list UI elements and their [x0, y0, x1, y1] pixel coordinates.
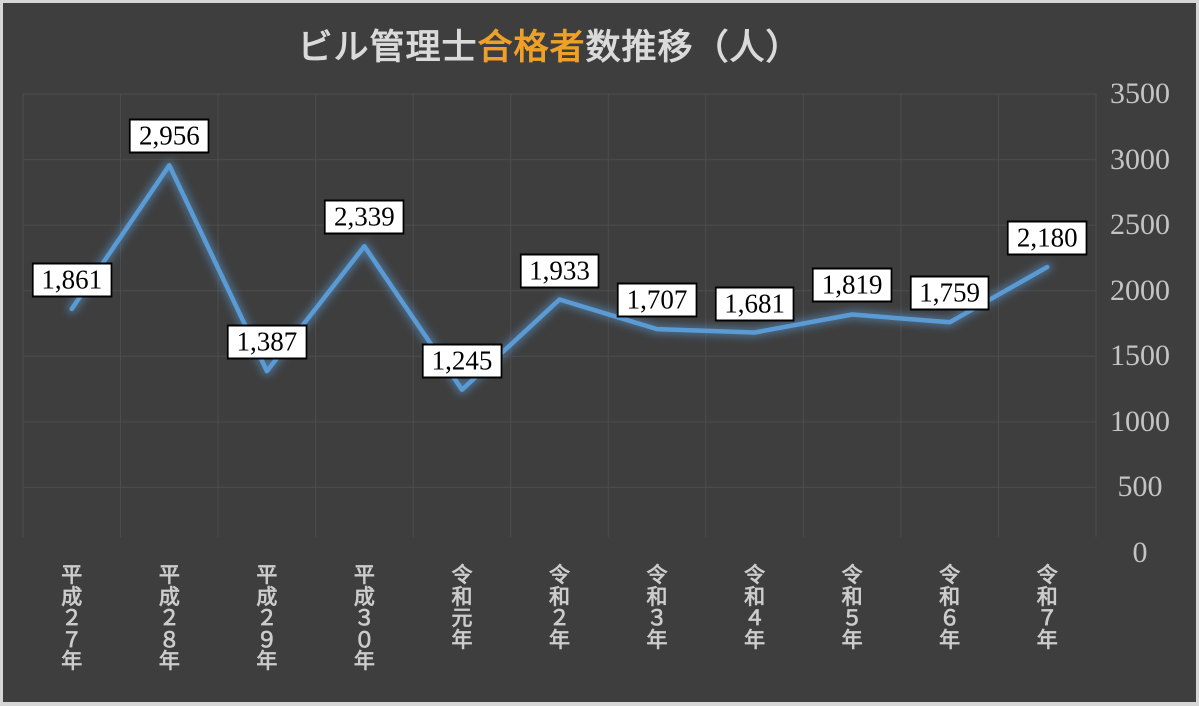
data-label: 1,933	[519, 253, 600, 288]
data-label: 1,819	[811, 267, 893, 303]
y-tick-label: 3500	[1110, 77, 1170, 110]
x-tick-label: 平 成 ２ ８ 年	[158, 564, 180, 673]
x-tick-label: 令 和 元 年	[451, 564, 473, 652]
chart-title-text-left: ビル管理士	[297, 28, 478, 67]
data-label: 2,180	[1006, 220, 1088, 256]
chart-title-text-right: 数推移（人）	[585, 28, 802, 67]
y-tick-label: 3000	[1110, 142, 1170, 176]
line-chart-canvas	[22, 93, 1097, 537]
data-label: 1,681	[714, 286, 795, 322]
y-tick-label: 1500	[1110, 339, 1170, 373]
gridlines	[22, 93, 1097, 537]
y-tick-label: 0	[1132, 536, 1148, 569]
data-label: 1,759	[909, 275, 991, 311]
data-label: 1,861	[31, 262, 113, 298]
series-line	[69, 163, 1050, 392]
x-tick-label: 令 和 ３ 年	[646, 564, 668, 652]
x-tick-label: 平 成 ３ ０ 年	[353, 564, 375, 673]
chart-title: ビル管理士合格者数推移（人）	[3, 19, 1096, 70]
x-tick-label: 令 和 ４ 年	[744, 564, 766, 652]
x-tick-label: 平 成 ２ ９ 年	[256, 564, 278, 673]
data-label: 1,245	[421, 343, 503, 379]
y-tick-label: 1000	[1110, 404, 1170, 438]
x-tick-label: 令 和 ２ 年	[549, 564, 570, 652]
y-tick-label: 2000	[1110, 273, 1170, 307]
y-tick-label: 500	[1117, 470, 1163, 504]
chart-title-highlight: 合格者	[477, 28, 586, 67]
data-label: 1,707	[616, 282, 698, 318]
x-tick-label: 令 和 ５ 年	[841, 564, 863, 652]
x-tick-label: 令 和 ６ 年	[939, 564, 961, 652]
y-tick-label: 2500	[1110, 208, 1170, 242]
x-tick-label: 平 成 ２ ７ 年	[61, 564, 83, 673]
data-label: 2,339	[324, 199, 405, 235]
data-label: 2,956	[128, 118, 210, 154]
x-tick-label: 令 和 ７ 年	[1036, 564, 1058, 652]
data-label: 1,387	[226, 324, 308, 360]
